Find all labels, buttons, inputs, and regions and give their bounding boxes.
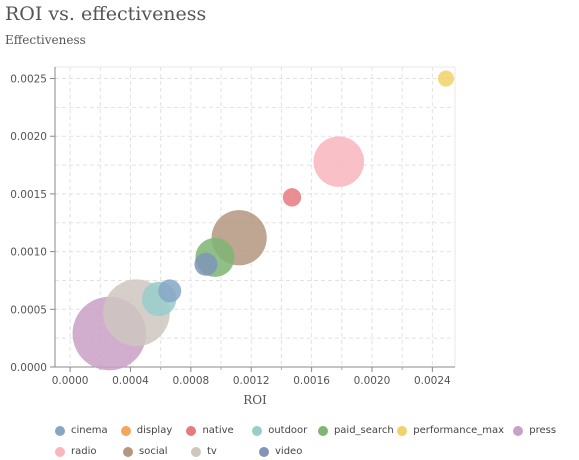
y-tick-label: 0.0000 (10, 362, 47, 374)
y-tick-label: 0.0005 (10, 304, 47, 316)
legend-label: video (275, 446, 303, 457)
legend: cinema display native outdoor paid_searc… (55, 420, 579, 460)
legend-item-performance-max[interactable]: performance_max (397, 425, 513, 436)
x-tick-label: 0.0012 (233, 375, 270, 387)
legend-item-display[interactable]: display (120, 425, 187, 436)
legend-swatch (317, 425, 328, 436)
legend-item-outdoor[interactable]: outdoor (252, 425, 318, 436)
bubble-native[interactable]: native (282, 188, 302, 207)
legend-swatch (397, 425, 408, 436)
legend-item-social[interactable]: social (123, 446, 191, 457)
legend-item-native[interactable]: native (186, 425, 252, 436)
x-tick-label: 0.0016 (293, 375, 330, 387)
bubble-cinema[interactable]: cinema (158, 279, 182, 303)
x-tick-label: 0.0004 (112, 375, 149, 387)
legend-swatch (123, 446, 133, 457)
legend-label: social (139, 446, 168, 457)
legend-label: cinema (71, 425, 108, 436)
legend-row: cinema display native outdoor paid_searc… (55, 420, 579, 441)
x-tick-label: 0.0000 (52, 375, 89, 387)
legend-item-paid-search[interactable]: paid_search (317, 425, 397, 436)
legend-swatch (513, 425, 524, 436)
chart-title: ROI vs. effectiveness (5, 3, 207, 25)
points: presstvsocialradiopaid_searchoutdoorcine… (72, 70, 454, 371)
legend-label: outdoor (268, 425, 308, 436)
legend-item-tv[interactable]: tv (191, 446, 259, 457)
legend-swatch (120, 425, 131, 436)
legend-label: paid_search (333, 425, 394, 436)
legend-swatch (191, 446, 201, 457)
legend-swatch (55, 446, 65, 457)
legend-row: radio social tv video (55, 441, 579, 460)
x-tick-label: 0.0020 (354, 375, 391, 387)
legend-label: native (202, 425, 234, 436)
legend-swatch (259, 446, 269, 457)
y-tick-label: 0.0010 (10, 247, 47, 259)
x-tick-label: 0.0024 (414, 375, 451, 387)
legend-item-radio[interactable]: radio (55, 446, 123, 457)
bubble-performance-max[interactable]: performance_max (437, 70, 454, 87)
y-axis-title: Effectiveness (5, 33, 86, 47)
x-axis-title: ROI (243, 393, 267, 407)
legend-label: press (529, 425, 557, 436)
legend-item-cinema[interactable]: cinema (55, 425, 121, 436)
x-tick-label: 0.0008 (172, 375, 209, 387)
bubble-radio[interactable]: radio (313, 136, 365, 187)
legend-label: radio (71, 446, 97, 457)
y-tick-label: 0.0025 (10, 74, 47, 86)
legend-swatch (55, 425, 65, 436)
legend-swatch (252, 425, 263, 436)
axes: 0.0000 0.0004 0.0008 0.0012 0.0016 0.0020 0.00… (10, 67, 455, 387)
legend-item-press[interactable]: press (513, 425, 579, 436)
legend-swatch (186, 425, 197, 436)
legend-label: tv (207, 446, 217, 457)
y-tick-label: 0.0020 (10, 131, 47, 143)
scatter-chart: 0.0000 0.0004 0.0008 0.0012 0.0016 0.0020 0.00… (10, 66, 456, 407)
legend-label: performance_max (413, 425, 505, 436)
legend-item-video[interactable]: video (259, 446, 327, 457)
y-tick-label: 0.0015 (10, 189, 47, 201)
bubble-video[interactable]: video (194, 252, 218, 276)
legend-label: display (136, 425, 173, 436)
